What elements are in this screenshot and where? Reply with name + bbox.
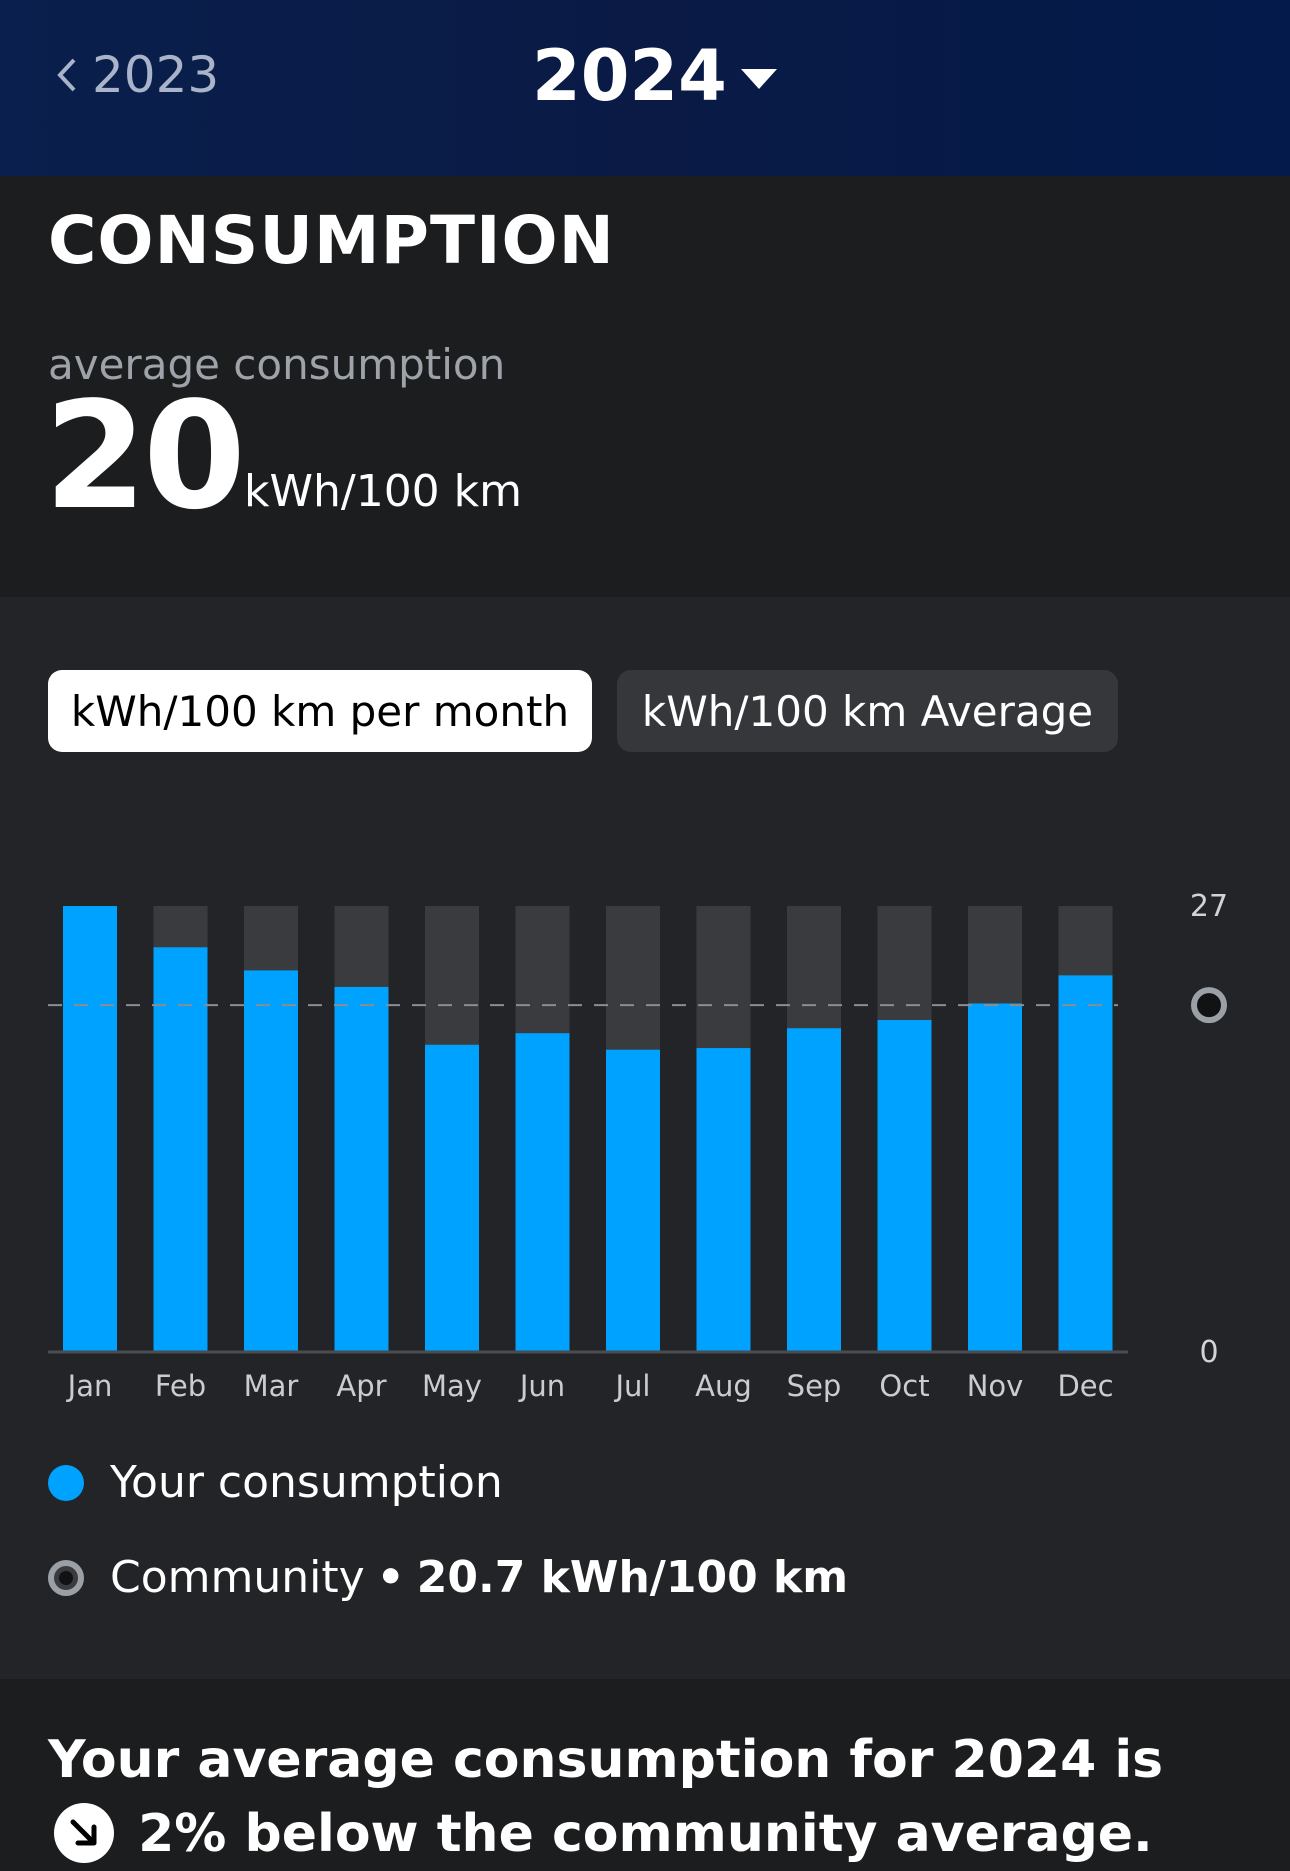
page-title: CONSUMPTION (48, 202, 615, 279)
legend-community-label: Community (110, 1552, 365, 1603)
x-tick-apr: Apr (336, 1369, 386, 1403)
consumption-bar-chart: Jan Feb Mar Apr May Jun Jul Aug Sep Oct Nov Dec 27 0 (48, 889, 1228, 1403)
legend-separator: • (376, 1552, 405, 1603)
toggle-per-month[interactable]: kWh/100 km per month (48, 670, 592, 752)
consumption-summary: CONSUMPTION average consumption 20 kWh/1… (0, 176, 1290, 597)
comparison-text: Your average consumption for 2024 is 2% … (48, 1723, 1248, 1871)
comparison-footer: Your average consumption for 2024 is 2% … (0, 1679, 1290, 1864)
x-tick-aug: Aug (695, 1369, 752, 1403)
chart-section: kWh/100 km per month kWh/100 km Average … (0, 597, 1290, 1679)
x-tick-mar: Mar (244, 1369, 299, 1403)
chevron-left-icon (57, 58, 76, 92)
x-tick-sep: Sep (787, 1369, 842, 1403)
bar-mar (244, 970, 298, 1352)
community-average-marker (1191, 987, 1227, 1024)
bar-may (425, 1044, 479, 1352)
current-year-label: 2024 (532, 35, 727, 117)
previous-year-label: 2023 (92, 46, 220, 104)
bar-nov (968, 1003, 1022, 1352)
arrow-down-right-icon (54, 1803, 114, 1863)
previous-year-button[interactable]: 2023 (56, 40, 219, 110)
legend-your-label: Your consumption (110, 1457, 503, 1508)
bar-feb (153, 947, 208, 1352)
legend-your-consumption: Your consumption (48, 1457, 503, 1508)
bar-aug (696, 1048, 751, 1352)
year-dropdown[interactable]: 2024 (532, 34, 779, 118)
comparison-text-end: below the community average. (244, 1804, 1153, 1864)
y-tick-min: 0 (1199, 1335, 1218, 1370)
bar-jan (63, 906, 117, 1352)
x-tick-jun: Jun (518, 1369, 565, 1403)
x-tick-jul: Jul (614, 1369, 651, 1403)
legend-community: Community • 20.7 kWh/100 km (48, 1552, 848, 1603)
x-tick-feb: Feb (155, 1369, 206, 1403)
comparison-text-start: Your average consumption for 2024 is (48, 1730, 1164, 1790)
comparison-percent: 2% (138, 1804, 227, 1864)
blue-dot-icon (48, 1464, 84, 1501)
x-tick-oct: Oct (879, 1369, 929, 1403)
x-tick-may: May (422, 1369, 482, 1403)
average-consumption-value: 20 (44, 370, 246, 542)
x-tick-dec: Dec (1057, 1369, 1113, 1403)
bar-jul (606, 1049, 660, 1352)
legend-community-value: 20.7 kWh/100 km (416, 1552, 849, 1603)
bar-sep (787, 1028, 841, 1352)
average-consumption-unit: kWh/100 km (244, 466, 523, 517)
average-consumption-label: average consumption (48, 340, 506, 389)
community-marker-icon (48, 1559, 84, 1596)
year-header: 2023 2024 (0, 0, 1290, 176)
toggle-average[interactable]: kWh/100 km Average (617, 670, 1118, 752)
bar-dec (1058, 975, 1113, 1352)
bar-apr (334, 986, 389, 1352)
caret-down-icon (740, 69, 777, 89)
y-tick-max: 27 (1190, 889, 1228, 924)
bar-jun (515, 1033, 570, 1352)
x-tick-jan: Jan (66, 1369, 113, 1403)
bar-oct (877, 1019, 932, 1352)
x-tick-nov: Nov (967, 1369, 1024, 1403)
